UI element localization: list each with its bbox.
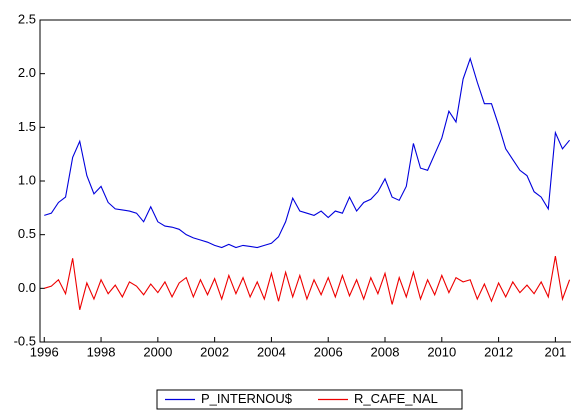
y-tick-label: 1.5 (18, 119, 36, 134)
legend-box (156, 389, 463, 410)
x-tick-label: 2006 (314, 344, 343, 359)
x-tick-label: 1996 (30, 344, 59, 359)
x-tick-label: 201 (545, 344, 567, 359)
series-line (44, 56, 571, 249)
x-tick-label: 2000 (143, 344, 172, 359)
y-tick-label: 0.5 (18, 226, 36, 241)
legend-label: R_CAFE_NAL (354, 391, 438, 406)
x-tick-label: 2004 (257, 344, 286, 359)
y-tick-label: 0.0 (18, 280, 36, 295)
x-tick-label: 2008 (371, 344, 400, 359)
y-tick-label: -0.5 (14, 333, 36, 348)
y-tick-label: 2.5 (18, 11, 36, 26)
legend-label: P_INTERNOU$ (201, 391, 293, 406)
x-tick-label: 2010 (427, 344, 456, 359)
y-tick-label: 2.0 (18, 65, 36, 80)
x-tick-label: 2012 (484, 344, 513, 359)
y-tick-label: 1.0 (18, 172, 36, 187)
x-tick-label: 2002 (200, 344, 229, 359)
x-tick-label: 1998 (87, 344, 116, 359)
series-line (44, 256, 571, 310)
